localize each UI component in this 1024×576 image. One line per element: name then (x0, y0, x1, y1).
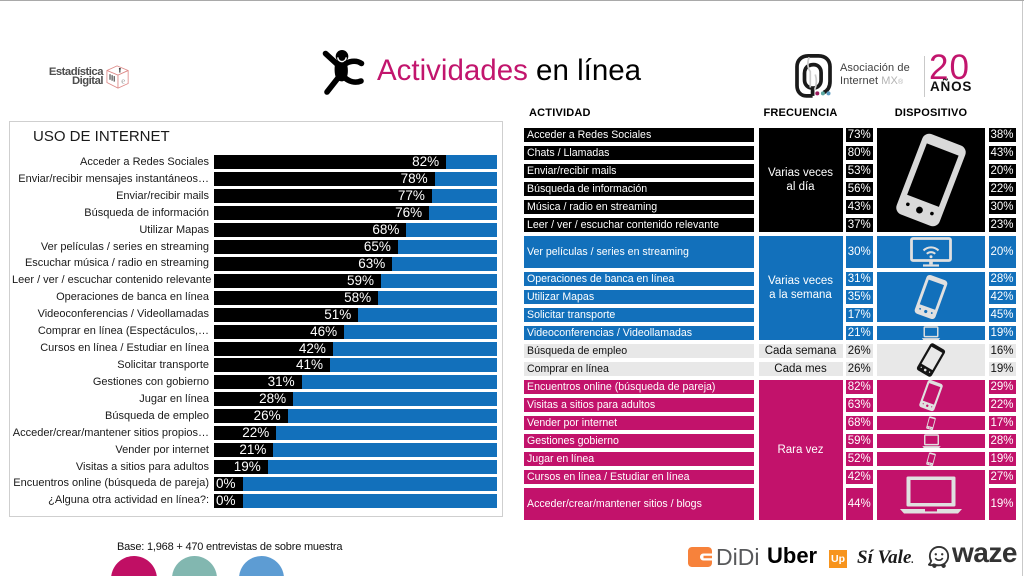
svg-text:e: e (121, 75, 125, 85)
